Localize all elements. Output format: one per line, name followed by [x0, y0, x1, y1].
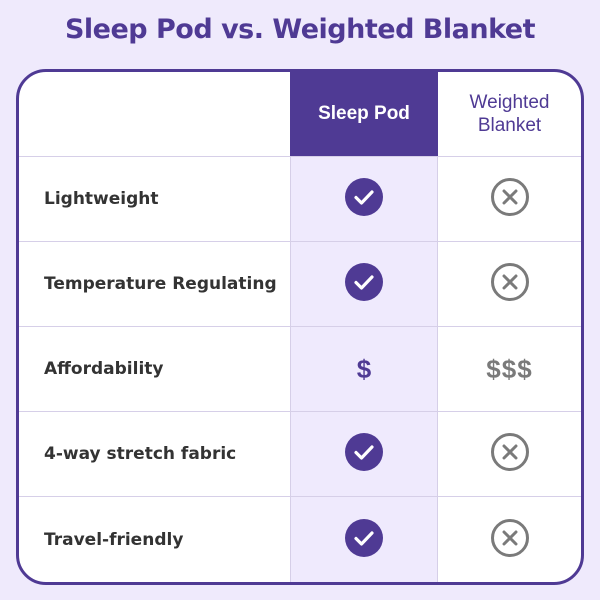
x-circle-icon — [490, 432, 530, 476]
feature-label: 4-way stretch fabric — [19, 412, 290, 497]
weighted-blanket-cell — [438, 497, 581, 582]
feature-label: Travel-friendly — [44, 529, 184, 550]
feature-label: Lightweight — [19, 157, 290, 242]
x-circle-icon — [490, 262, 530, 306]
check-icon — [345, 518, 383, 561]
column-header-weighted-blanket: Weighted Blanket — [438, 72, 581, 157]
check-icon — [345, 263, 383, 305]
x-circle-icon — [490, 518, 530, 562]
weighted-blanket-cell — [438, 157, 581, 242]
feature-label: Temperature Regulating — [19, 242, 290, 327]
price-indicator: $ — [356, 353, 372, 384]
comparison-table: Sleep Pod Weighted Blanket Lightweight Te… — [16, 69, 584, 585]
column-header-sleep-pod: Sleep Pod — [290, 72, 438, 157]
feature-label: Affordability — [19, 327, 290, 412]
check-icon — [345, 178, 383, 220]
weighted-blanket-cell: $$$ — [438, 327, 581, 412]
x-circle-icon — [490, 177, 530, 221]
sleep-pod-cell — [290, 242, 438, 327]
header-empty-cell — [19, 72, 290, 157]
page-title: Sleep Pod vs. Weighted Blanket — [64, 14, 536, 45]
weighted-blanket-cell — [438, 242, 581, 327]
sleep-pod-cell: $ — [290, 327, 438, 412]
sleep-pod-cell — [290, 497, 438, 582]
sleep-pod-cell — [290, 412, 438, 497]
weighted-blanket-cell — [438, 412, 581, 497]
check-icon — [345, 433, 383, 475]
sleep-pod-cell — [290, 157, 438, 242]
price-indicator: $$$ — [486, 353, 533, 384]
